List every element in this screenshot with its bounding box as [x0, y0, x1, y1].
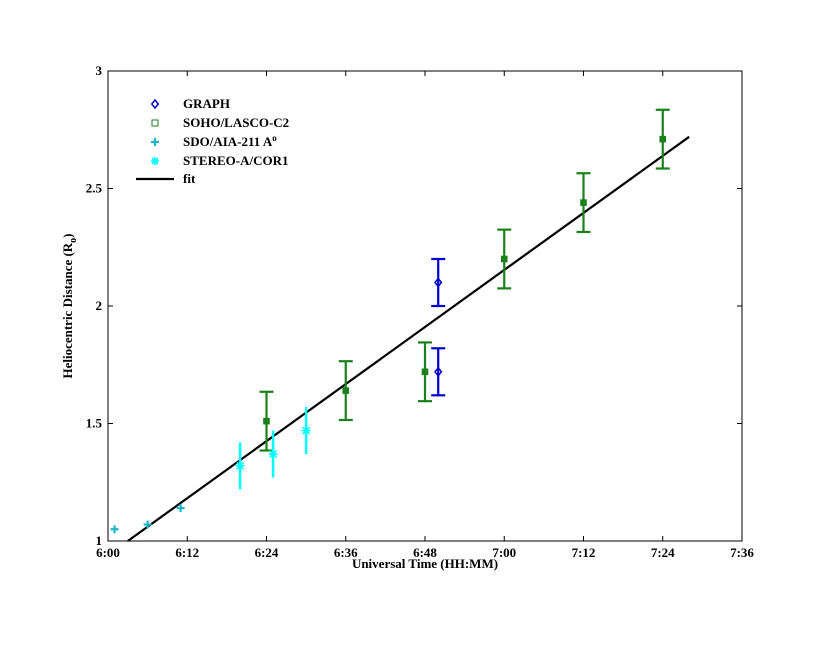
data-point-d2	[302, 426, 311, 435]
x-tick-label: 6:36	[334, 545, 358, 560]
fit-line	[127, 135, 690, 542]
data-point	[263, 417, 270, 425]
x-tick-label: 7:24	[651, 545, 675, 560]
data-point	[268, 449, 278, 459]
ticks: 6:00 6:12 6:24 6:36 6:48 7:00 7:12 7:24 7:36 1 1.5…	[86, 63, 755, 560]
data-point	[235, 461, 245, 471]
x-axis-title: Universal Time (HH:MM)	[352, 556, 498, 571]
data-point-d2	[236, 461, 245, 470]
legend-label: SOHO/LASCO-C2	[183, 115, 289, 130]
data-point	[434, 366, 443, 378]
x-tick-label: 6:00	[96, 545, 120, 560]
y-tick-label: 1	[96, 533, 103, 548]
legend-label-text: STEREO-A/COR1	[183, 153, 288, 168]
legend: GRAPH SOHO/LASCO-C2 SDO/AIA-211 Ao STEREO-A…	[136, 96, 289, 186]
legend-label-sup: o	[272, 133, 277, 143]
series-sdo-aia-211-a	[110, 504, 185, 534]
x-tick-label: 6:12	[175, 545, 199, 560]
legend-label-text: fit	[183, 171, 196, 186]
data-point	[500, 255, 508, 263]
data-point-d2	[269, 450, 278, 458]
plot-area	[110, 108, 690, 542]
y-tick-label: 1.5	[86, 416, 103, 431]
legend-label: STEREO-A/COR1	[183, 153, 288, 168]
legend-label-text: SDO/AIA-211 A	[183, 134, 273, 149]
legend-label: GRAPH	[183, 96, 230, 111]
legend-label-text: SOHO/LASCO-C2	[183, 115, 289, 130]
data-point	[342, 387, 350, 394]
x-tick-label: 6:48	[413, 545, 437, 560]
y-axis-title-close: )	[60, 233, 75, 237]
legend-swatch-star	[151, 157, 159, 165]
series-stereo-a-cor1	[235, 407, 311, 490]
legend-swatch-star-d2	[151, 157, 159, 165]
series-soho-lasco-c2	[259, 108, 670, 452]
x-tick-label: 7:00	[492, 545, 516, 560]
legend-label: SDO/AIA-211 Ao	[183, 133, 277, 149]
y-axis-title: Heliocentric Distance (Ro)	[60, 233, 79, 378]
y-tick-label: 2	[96, 298, 103, 313]
legend-swatch-square	[151, 119, 159, 127]
legend-label-text: GRAPH	[183, 96, 230, 111]
y-axis-title-sub: o	[68, 238, 79, 243]
data-point	[110, 525, 119, 534]
y-tick-label: 3	[96, 63, 103, 78]
data-point	[580, 199, 587, 206]
x-tick-label: 6:24	[255, 545, 279, 560]
data-point	[176, 504, 185, 513]
data-point	[421, 368, 429, 376]
x-tick-label: 7:12	[572, 545, 596, 560]
data-point	[434, 277, 443, 288]
data-point	[143, 520, 152, 529]
x-tick-label: 7:36	[730, 545, 754, 560]
y-axis-title-main: Heliocentric Distance (R	[60, 242, 75, 378]
legend-swatch-diamond	[150, 98, 160, 110]
data-point	[301, 426, 311, 436]
legend-swatch-plus	[151, 138, 159, 146]
series-graph	[431, 257, 446, 397]
y-tick-label: 2.5	[86, 181, 103, 196]
legend-label: fit	[183, 171, 196, 186]
data-point	[659, 135, 667, 143]
